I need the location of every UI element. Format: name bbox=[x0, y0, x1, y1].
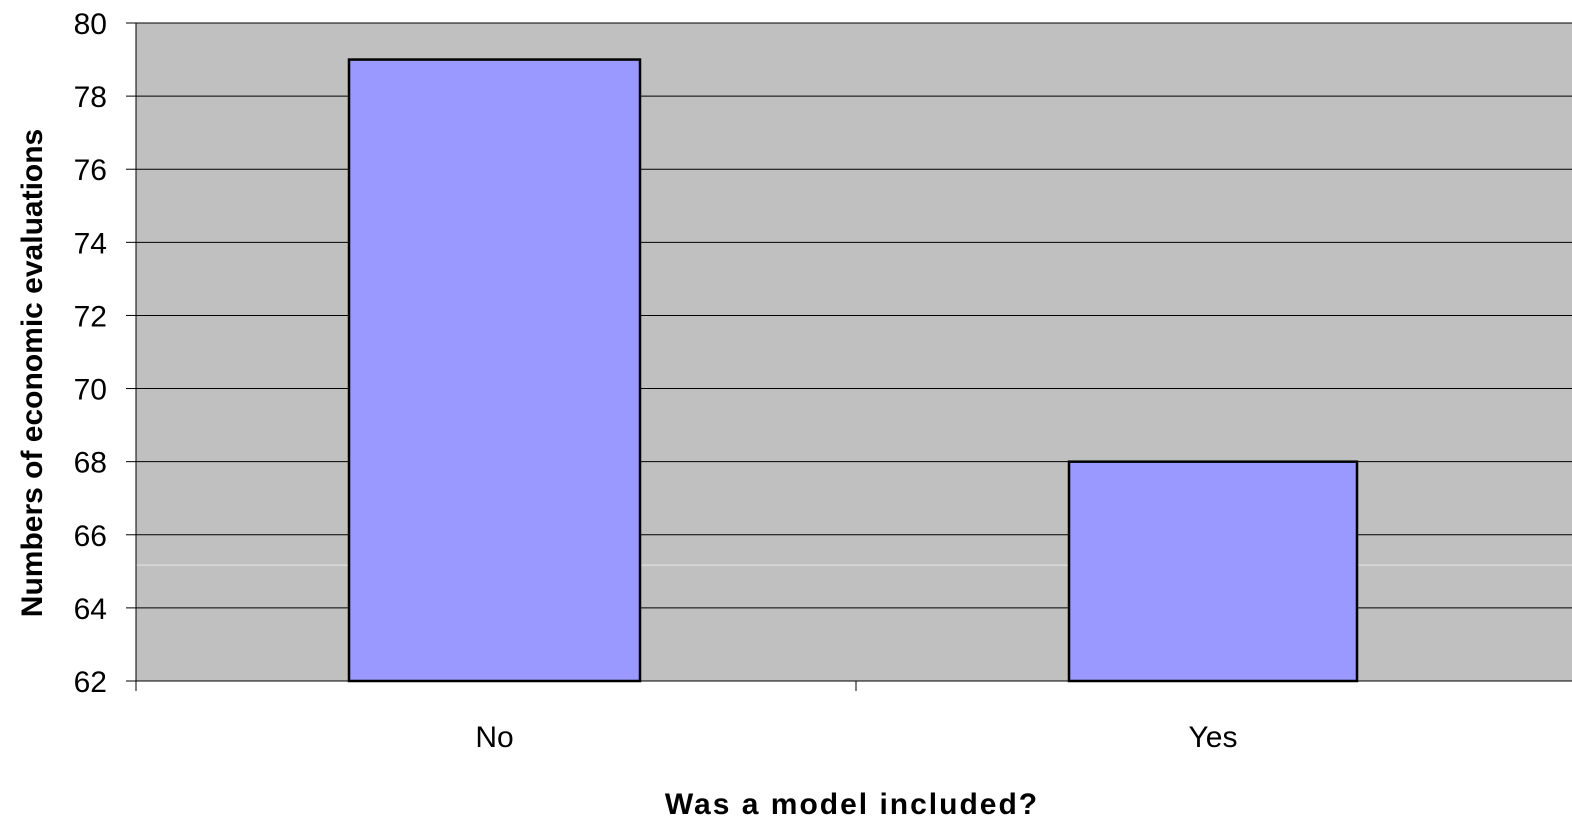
y-tick-label: 66 bbox=[74, 520, 107, 553]
y-tick-label: 62 bbox=[74, 666, 107, 699]
y-tick-label: 72 bbox=[74, 300, 107, 333]
y-tick-label: 78 bbox=[74, 81, 107, 114]
x-tick-label: No bbox=[475, 721, 513, 754]
x-tick-label: Yes bbox=[1189, 721, 1238, 754]
x-tick-labels: No Yes bbox=[475, 721, 1237, 754]
y-tick-label: 68 bbox=[74, 447, 107, 480]
bars bbox=[347, 58, 1359, 683]
x-axis-title: Was a model included? bbox=[665, 788, 1039, 821]
y-tick-label: 74 bbox=[74, 227, 107, 260]
y-tick-labels: 62 64 66 68 70 72 74 76 78 80 bbox=[74, 8, 107, 699]
bar-no bbox=[347, 58, 642, 683]
y-tick-label: 80 bbox=[74, 8, 107, 41]
y-axis-title: Numbers of economic evaluations bbox=[16, 129, 49, 617]
axes bbox=[126, 22, 1572, 691]
bar-yes bbox=[1067, 460, 1359, 683]
y-tick-label: 76 bbox=[74, 154, 107, 187]
y-tick-label: 70 bbox=[74, 374, 107, 407]
y-tick-label: 64 bbox=[74, 593, 107, 626]
